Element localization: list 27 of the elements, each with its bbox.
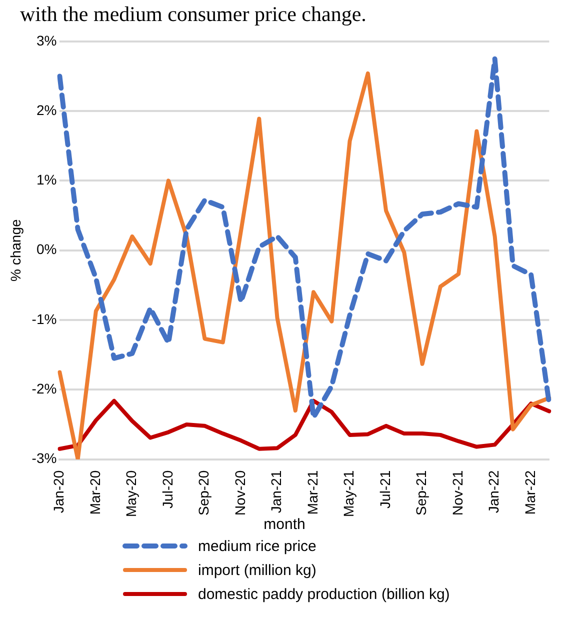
y-tick-label: -2% — [32, 380, 57, 397]
y-tick-label: 3% — [36, 32, 57, 48]
x-tick-label: Mar-22 — [522, 470, 538, 515]
x-tick-label: Mar-21 — [304, 470, 320, 515]
x-tick-label: Jan-20 — [50, 470, 67, 514]
x-tick-label: May-21 — [340, 470, 357, 518]
x-tick-label: Jan-21 — [268, 470, 284, 514]
y-tick-label: 1% — [36, 172, 57, 188]
x-tick-label: Nov-20 — [232, 470, 248, 516]
legend-label: medium rice price — [198, 538, 316, 554]
y-tick-label: -1% — [32, 310, 57, 327]
x-axis-title: month — [262, 516, 306, 534]
legend-label: import (million kg) — [198, 562, 316, 578]
y-tick-label: 0% — [36, 241, 57, 258]
x-tick-label: Jul-20 — [159, 470, 176, 508]
x-tick-label: May-20 — [123, 470, 140, 518]
y-tick-label: -3% — [32, 450, 57, 466]
x-tick-label: Jan-22 — [486, 470, 502, 514]
x-tick-label: Nov-21 — [449, 470, 466, 516]
x-tick-label: Sep-21 — [413, 470, 430, 516]
y-axis-title: % change — [7, 219, 24, 282]
x-tick-label: Jul-21 — [376, 470, 393, 508]
y-tick-label: 2% — [36, 102, 57, 118]
legend-label: domestic paddy production (billion kg) — [198, 586, 450, 602]
x-tick-label: Sep-20 — [196, 470, 212, 516]
chart-title: with the medium consumer price change. — [19, 1, 368, 28]
x-tick-label: Mar-20 — [86, 470, 103, 515]
